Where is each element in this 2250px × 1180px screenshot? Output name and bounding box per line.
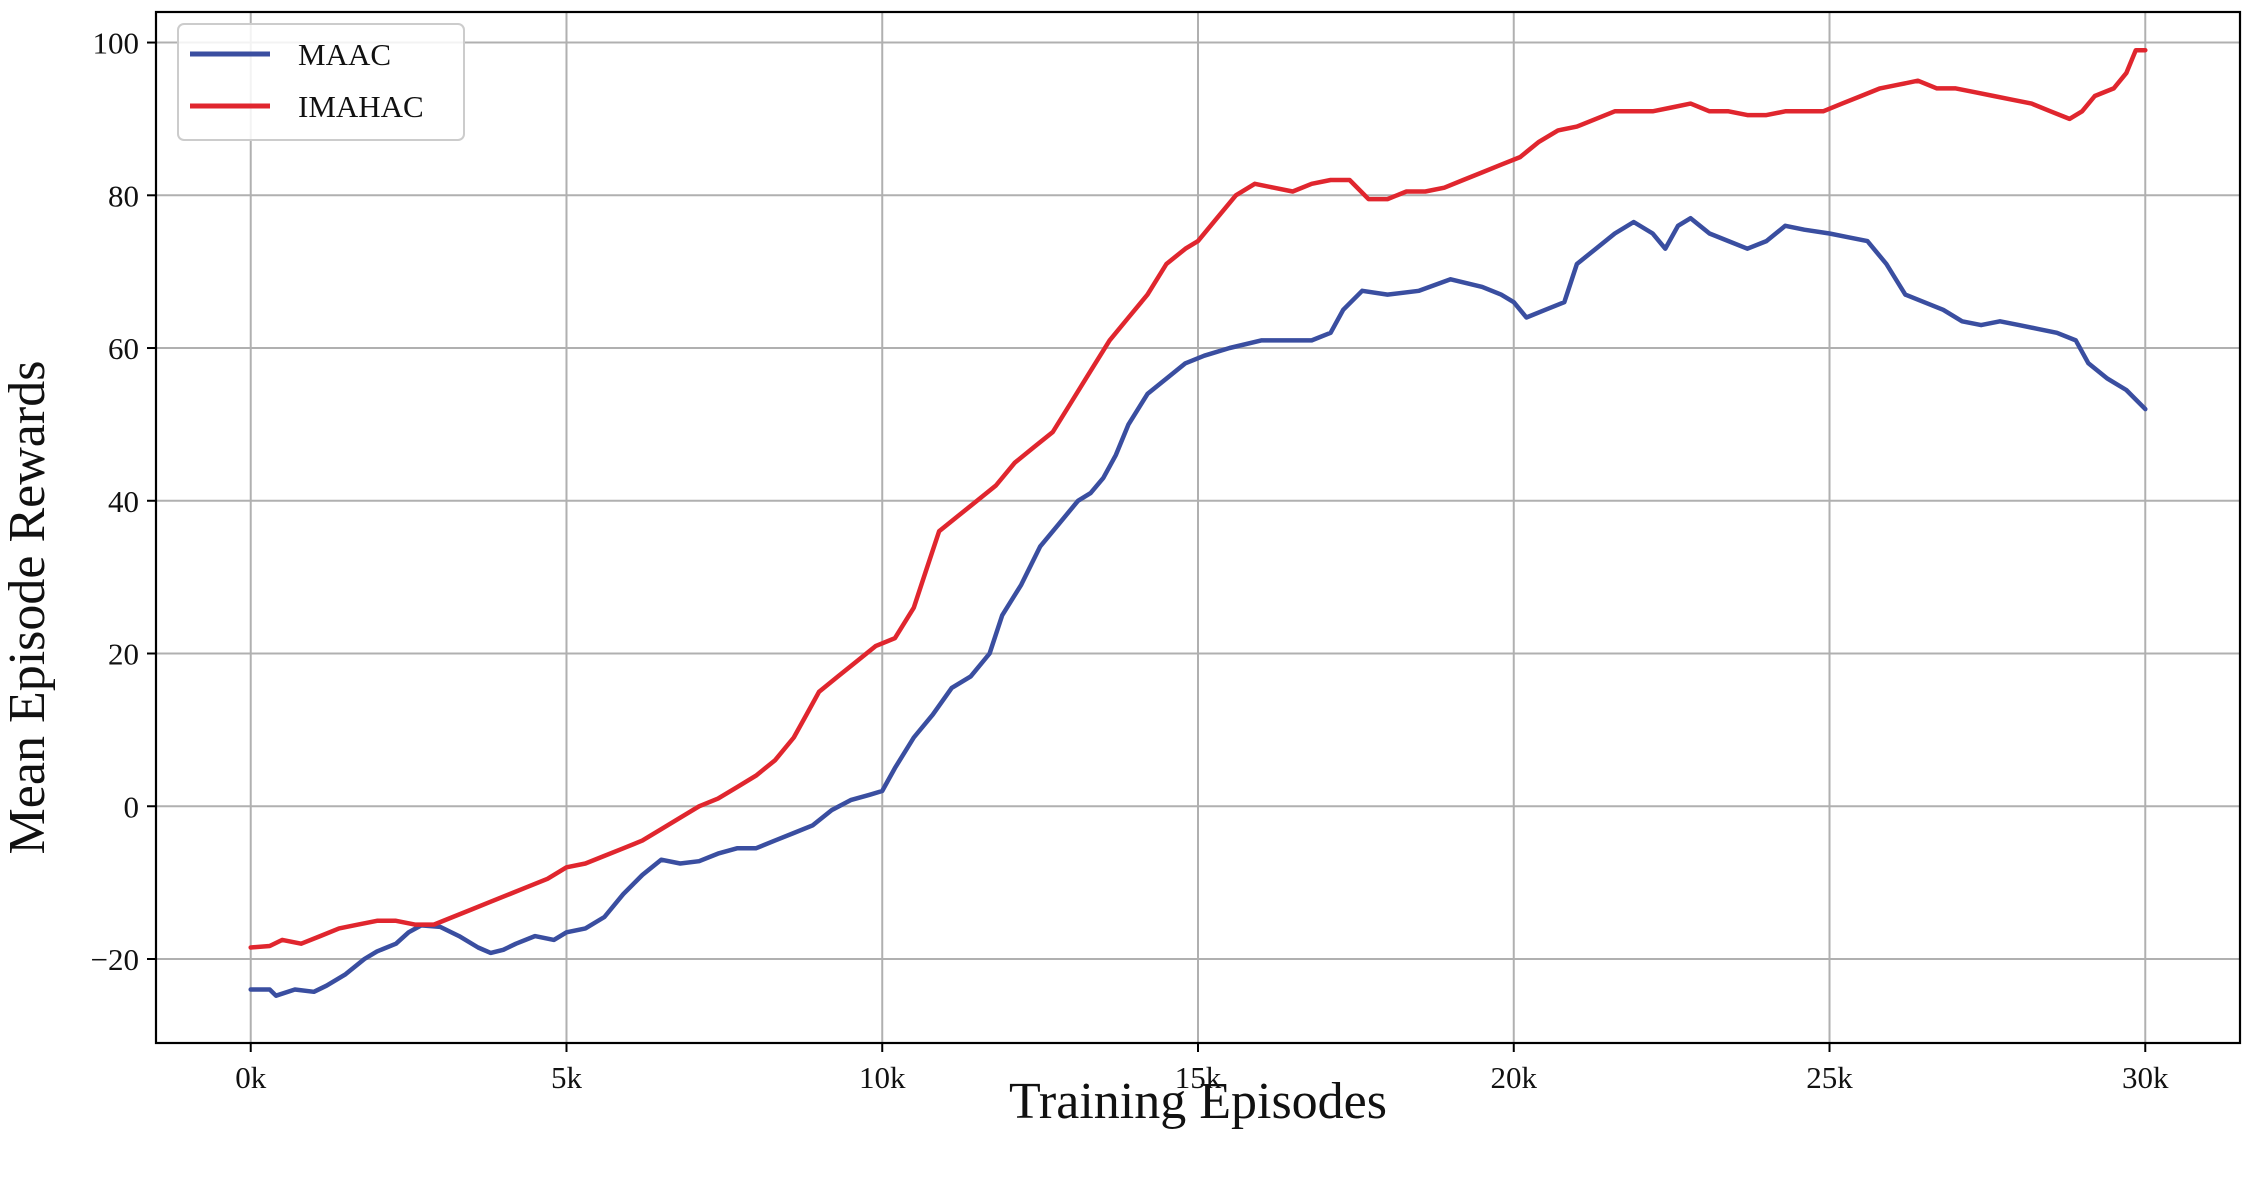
y-tick-label: 0: [124, 789, 140, 824]
x-tick-label: 25k: [1806, 1060, 1853, 1095]
legend-label-imahac: IMAHAC: [298, 89, 424, 124]
y-tick-label: 20: [108, 637, 139, 672]
x-tick-label: 30k: [2122, 1060, 2169, 1095]
series-line-imahac: [248, 47, 2148, 950]
y-tick-label: 80: [108, 178, 139, 213]
y-tick-label: 100: [93, 26, 140, 61]
grid: [156, 12, 2240, 1043]
y-tick-label: −20: [91, 942, 139, 977]
y-tick-label: 60: [108, 331, 139, 366]
x-axis-title: Training Episodes: [1009, 1073, 1387, 1130]
x-tick-label: 10k: [859, 1060, 906, 1095]
x-tick-label: 15k: [1175, 1060, 1222, 1095]
x-tick-label: 5k: [551, 1060, 583, 1095]
x-axis-ticks: 0k 5k 10k 15k 20k 25k 30k: [235, 1043, 2169, 1095]
y-axis-title: Mean Episode Rewards: [0, 361, 56, 855]
x-tick-label: 20k: [1491, 1060, 1538, 1095]
legend-label-maac: MAAC: [298, 37, 391, 72]
series-line-maac: [248, 215, 2148, 998]
legend: MAAC IMAHAC: [177, 23, 465, 141]
y-axis-ticks: −20 0 20 40 60 80 100: [91, 26, 156, 977]
x-tick-label: 0k: [235, 1060, 267, 1095]
y-tick-label: 40: [108, 484, 139, 519]
plot-series: [248, 47, 2148, 998]
